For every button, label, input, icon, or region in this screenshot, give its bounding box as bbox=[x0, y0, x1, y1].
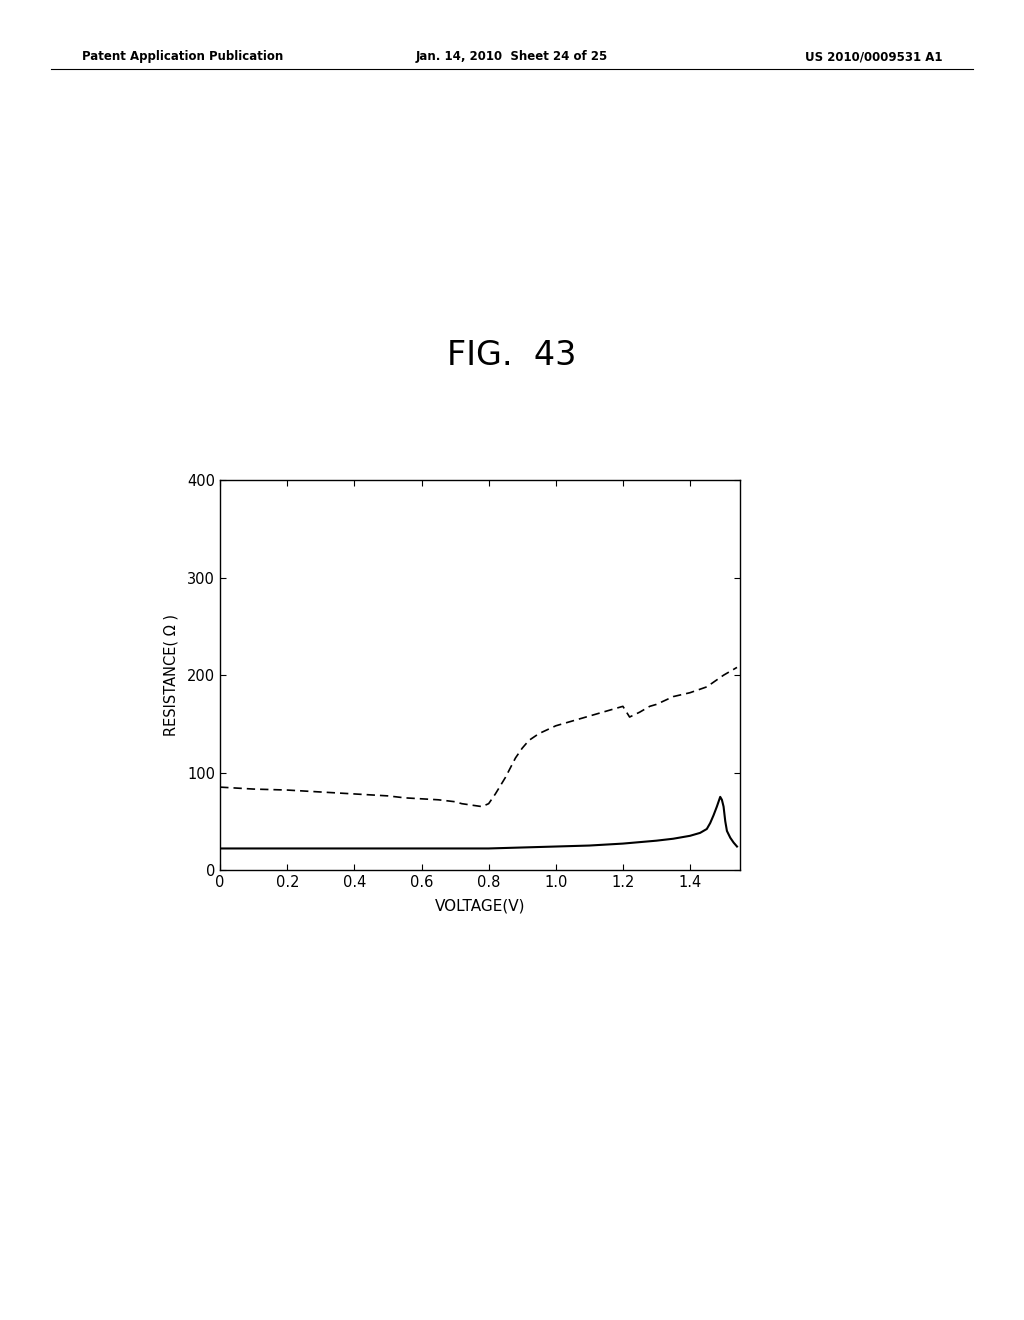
X-axis label: VOLTAGE(V): VOLTAGE(V) bbox=[435, 898, 525, 913]
Text: Jan. 14, 2010  Sheet 24 of 25: Jan. 14, 2010 Sheet 24 of 25 bbox=[416, 50, 608, 63]
Text: FIG.  43: FIG. 43 bbox=[447, 339, 577, 372]
Y-axis label: RESISTANCE( Ω ): RESISTANCE( Ω ) bbox=[164, 614, 179, 737]
Text: Patent Application Publication: Patent Application Publication bbox=[82, 50, 284, 63]
Text: US 2010/0009531 A1: US 2010/0009531 A1 bbox=[805, 50, 942, 63]
